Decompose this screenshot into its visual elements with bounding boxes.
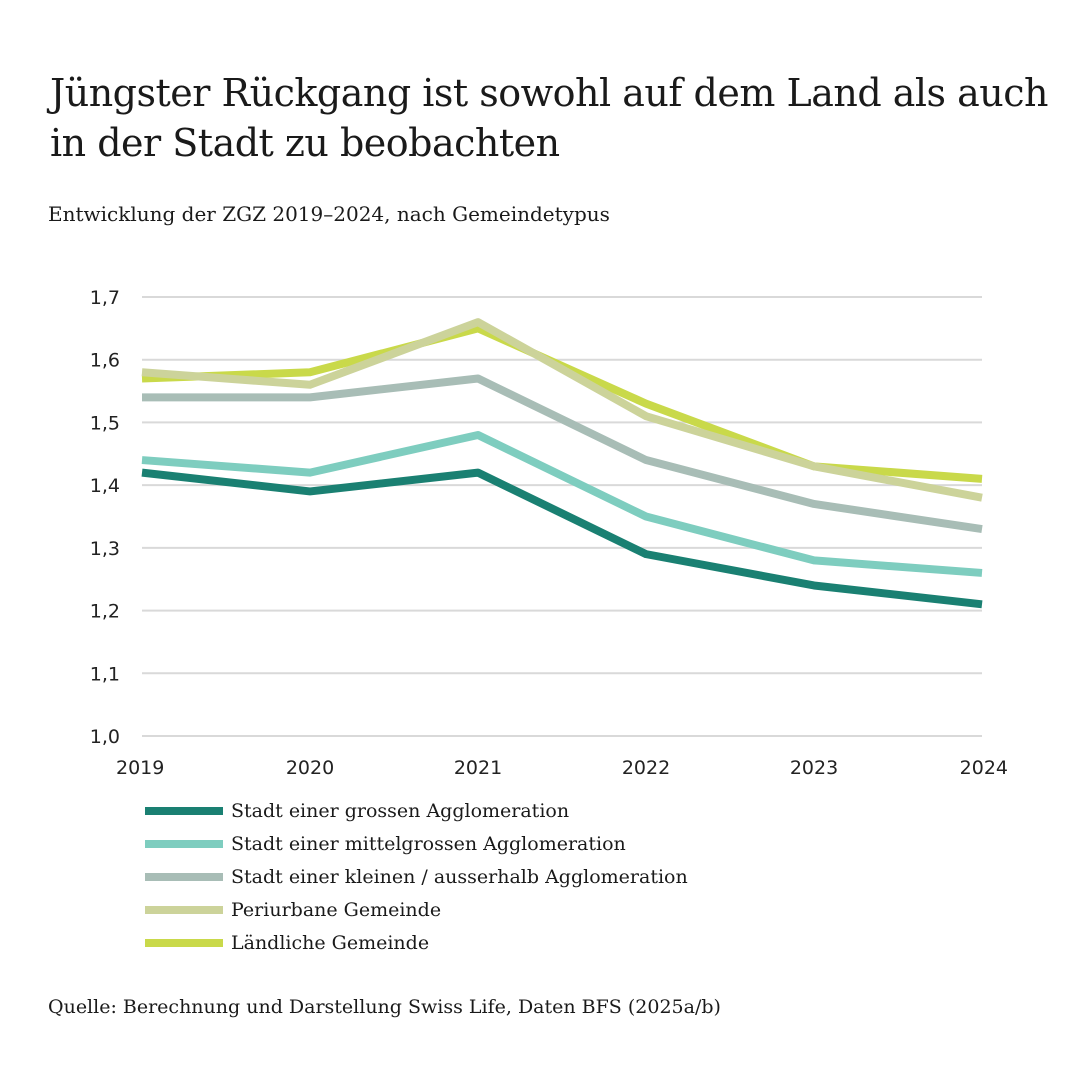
y-tick-label: 1,2	[90, 601, 120, 623]
legend-item: Stadt einer grossen Agglomeration	[145, 794, 688, 827]
x-tick-label: 2020	[286, 757, 334, 779]
x-tick-label: 2023	[790, 757, 838, 779]
y-tick-label: 1,1	[90, 663, 120, 685]
legend-swatch	[145, 872, 223, 881]
x-axis-ticks: 2019 2020 2021 2022 2023 2024	[116, 757, 1008, 779]
series-line-2	[142, 374, 983, 533]
y-tick-label: 1,0	[90, 726, 120, 748]
series-lines	[141, 318, 983, 609]
legend-label: Stadt einer mittelgrossen Agglomeration	[231, 832, 626, 855]
legend: Stadt einer grossen Agglomeration Stadt e…	[145, 794, 688, 959]
legend-swatch	[145, 806, 223, 815]
x-tick-label: 2021	[454, 757, 502, 779]
y-axis-ticks: 1,0 1,1 1,2 1,3 1,4 1,5 1,6 1,7	[90, 287, 120, 748]
legend-label: Ländliche Gemeinde	[231, 931, 430, 954]
legend-item: Stadt einer kleinen / ausserhalb Agglome…	[145, 860, 688, 893]
legend-swatch	[145, 839, 223, 848]
legend-label: Periurbane Gemeinde	[231, 898, 442, 921]
x-tick-label: 2019	[116, 757, 164, 779]
legend-item: Ländliche Gemeinde	[145, 926, 688, 959]
legend-label: Stadt einer kleinen / ausserhalb Agglome…	[231, 865, 688, 888]
legend-label: Stadt einer grossen Agglomeration	[231, 799, 570, 822]
x-tick-label: 2022	[622, 757, 670, 779]
y-tick-label: 1,3	[90, 538, 120, 560]
legend-swatch	[145, 905, 223, 914]
series-line-3	[141, 430, 983, 577]
series-line-1	[141, 318, 983, 502]
legend-swatch	[145, 938, 223, 947]
chart-subtitle: Entwicklung der ZGZ 2019–2024, nach Geme…	[48, 202, 610, 226]
y-tick-label: 1,7	[90, 287, 120, 309]
source-note: Quelle: Berechnung und Darstellung Swiss…	[48, 996, 721, 1018]
y-tick-label: 1,4	[90, 475, 120, 497]
chart-title: Jüngster Rückgang ist sowohl auf dem Lan…	[50, 71, 1049, 165]
legend-item: Periurbane Gemeinde	[145, 893, 688, 926]
y-tick-label: 1,6	[90, 350, 120, 372]
series-line-0	[141, 324, 983, 483]
legend-item: Stadt einer mittelgrossen Agglomeration	[145, 827, 688, 860]
x-tick-label: 2024	[960, 757, 1008, 779]
y-tick-label: 1,5	[90, 412, 120, 434]
series-line-4	[141, 468, 983, 609]
